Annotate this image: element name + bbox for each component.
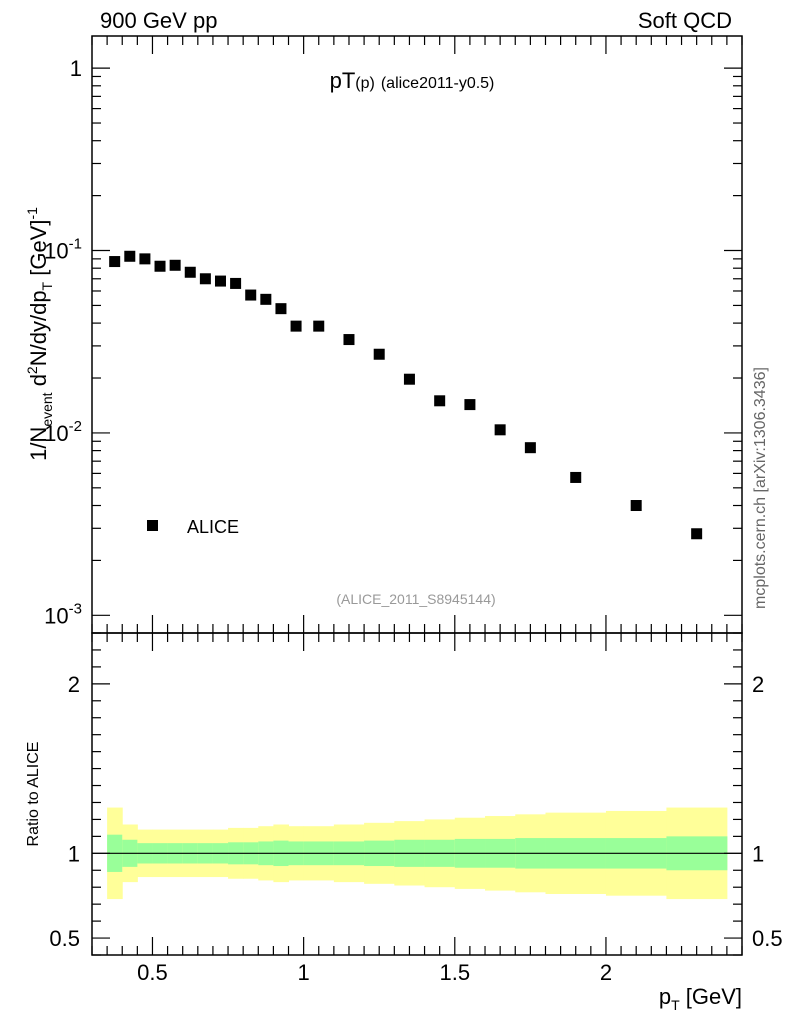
spectrum-panel: 1 10-1 10-2 10-3 pT(p) (alice2011-y0.5) 1/Ne… (24, 35, 743, 634)
legend-marker (147, 520, 158, 531)
ratio-y-tick-label-right: 1 (752, 841, 764, 866)
data-point (691, 528, 703, 540)
data-point (184, 266, 196, 278)
title-sub: (p) (355, 75, 375, 92)
data-point (570, 471, 582, 483)
data-point (313, 320, 325, 332)
header-left: 900 GeV pp (100, 8, 217, 33)
data-point (290, 320, 302, 332)
top-ylabel: 1/Nevent d2N/dy/dpT [GeV]-1 (24, 207, 55, 461)
data-point (630, 500, 642, 512)
x-tick-label: 2 (600, 960, 612, 985)
data-point (403, 373, 415, 385)
ratio-y-tick-label-left: 1 (68, 841, 80, 866)
ratio-y-tick-label-right: 2 (752, 672, 764, 697)
data-point (230, 277, 242, 289)
top-frame (91, 35, 743, 634)
ratio-y-tick-label-right: 0.5 (752, 926, 783, 951)
legend-label: ALICE (187, 517, 239, 537)
header-right: Soft QCD (638, 8, 732, 33)
data-point (199, 273, 211, 285)
ratio-y-tick-label-left: 0.5 (49, 926, 80, 951)
data-point (434, 395, 446, 407)
data-point (169, 259, 181, 271)
data-point (109, 256, 121, 268)
ratio-panel: 0.5 0.5 1 1 2 2 0.5 1 1.5 2 Ratio to ALICE pT [Ge… (25, 632, 783, 1013)
analysis-annotation: (ALICE_2011_S8945144) (336, 591, 495, 607)
bottom-xlabel: pT [GeV] (659, 984, 742, 1013)
data-point (524, 442, 536, 454)
bottom-frame (91, 632, 743, 956)
x-tick-label: 1 (298, 960, 310, 985)
title-main: pT (330, 68, 356, 93)
data-point (124, 250, 136, 262)
data-points (109, 250, 703, 540)
data-point (139, 253, 151, 265)
data-point (214, 275, 226, 287)
side-label: mcplots.cern.ch [arXiv:1306.3436] (752, 367, 769, 609)
data-point (260, 293, 272, 305)
bottom-axis-ticks: 0.5 0.5 1 1 2 2 0.5 1 1.5 2 (49, 632, 783, 985)
x-tick-label: 0.5 (137, 960, 168, 985)
ratio-y-tick-label-left: 2 (68, 672, 80, 697)
top-axis-ticks: 1 10-1 10-2 10-3 (44, 36, 743, 633)
top-title: pT(p) (alice2011-y0.5) (330, 68, 495, 93)
data-point (245, 289, 257, 301)
x-tick-label: 1.5 (439, 960, 470, 985)
data-point (464, 399, 476, 411)
y-tick-label: 10-1 (44, 236, 82, 264)
data-point (373, 348, 385, 360)
data-point (154, 260, 166, 272)
y-tick-label: 10-3 (44, 600, 82, 628)
y-tick-label: 1 (70, 56, 82, 81)
y-tick-label: 10-2 (44, 418, 82, 446)
data-point (494, 424, 506, 436)
title-tail: (alice2011-y0.5) (381, 75, 495, 92)
legend: ALICE (147, 517, 239, 537)
data-point (343, 334, 355, 346)
data-point (275, 303, 287, 315)
bottom-ylabel: Ratio to ALICE (25, 742, 42, 847)
